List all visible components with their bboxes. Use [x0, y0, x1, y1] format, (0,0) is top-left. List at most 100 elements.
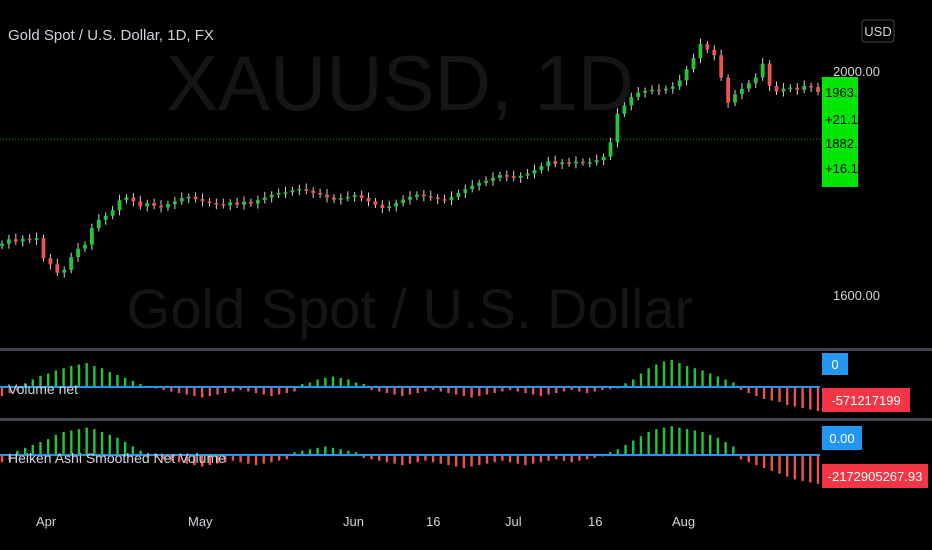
heiken-ashi-bar	[732, 446, 735, 455]
heiken-ashi-bar	[70, 430, 73, 455]
candle-body	[774, 85, 779, 92]
candle	[41, 234, 46, 262]
candle-body	[311, 190, 316, 193]
heiken-ashi-bar	[693, 430, 697, 455]
candle-body	[117, 200, 122, 211]
heiken-ashi-title[interactable]: Heiken Ashi Smoothed Net Volume	[8, 450, 226, 466]
volume-net-bar	[262, 387, 265, 395]
volume-net-bar	[316, 379, 319, 387]
heiken-ashi-bar	[501, 455, 504, 461]
heiken-ashi-bar	[100, 431, 104, 455]
volume-net-bar	[755, 387, 758, 396]
heiken-ashi-bar	[793, 455, 797, 480]
heiken-ashi-bar	[408, 455, 412, 464]
candle	[746, 79, 751, 93]
volume-net-bar	[624, 383, 627, 387]
volume-net-bar	[562, 387, 566, 392]
candle	[753, 73, 758, 89]
volume-net-bar	[100, 368, 104, 387]
volume-net-bar	[555, 387, 558, 393]
candle	[228, 199, 233, 211]
candle-body	[179, 197, 184, 202]
pane-separator-2[interactable]	[0, 418, 932, 421]
candle-body	[567, 162, 571, 164]
candle-body	[138, 201, 143, 207]
heiken-ashi-bar	[816, 455, 820, 484]
volume-net-bar	[193, 387, 196, 396]
pane-separator-1[interactable]	[0, 348, 932, 351]
heiken-ashi-bar	[632, 440, 635, 455]
volume-net-bar	[593, 387, 596, 392]
volume-net-bar	[16, 387, 19, 391]
volume-net-bar	[454, 387, 458, 395]
candle	[511, 170, 516, 182]
volume-net-bar	[277, 387, 281, 395]
candle-body	[55, 264, 60, 273]
time-label-may: May	[188, 514, 213, 529]
candle-body	[456, 192, 461, 197]
candle-body	[269, 194, 274, 198]
candle-body	[318, 192, 323, 195]
candle-body	[484, 180, 488, 183]
heiken-ashi-bar	[154, 455, 158, 458]
heiken-ashi-bar	[39, 442, 42, 455]
heiken-ashi-bar	[131, 446, 135, 455]
volume-net-bar	[393, 387, 396, 395]
candle	[663, 85, 668, 94]
heiken-ashi-bar	[285, 455, 289, 460]
candle-body	[615, 113, 620, 143]
heiken-ashi-bar	[685, 429, 689, 455]
volume-net-title[interactable]: Volume net	[8, 381, 78, 397]
candle	[380, 200, 385, 214]
candle-body	[574, 161, 578, 164]
candle	[242, 196, 246, 210]
candle	[387, 200, 392, 212]
candle-body	[601, 156, 606, 161]
last-price-change: +21.16%	[825, 112, 877, 127]
candle-body	[470, 185, 475, 190]
volume-net-bar	[786, 387, 789, 405]
candle-body	[753, 77, 758, 84]
heiken-ashi-bar	[85, 427, 88, 455]
candle	[650, 85, 654, 95]
volume-net-bar	[716, 376, 720, 387]
volume-net-bar	[285, 387, 289, 393]
volume-net-bar	[770, 387, 774, 401]
candle	[221, 198, 226, 209]
volume-net-bar	[816, 387, 820, 411]
candle	[0, 240, 4, 250]
time-axis[interactable]: Apr May Jun 16 Jul 16 Aug	[36, 514, 695, 529]
symbol-title[interactable]: Gold Spot / U.S. Dollar, 1D, FX	[8, 27, 214, 44]
candle	[145, 199, 150, 212]
heiken-ashi-bar	[177, 455, 181, 463]
price-axis-label-2000: 2000.00	[833, 64, 880, 79]
heiken-ashi-bar	[431, 455, 435, 463]
candle-body	[643, 90, 648, 93]
volume-net-bar	[231, 387, 235, 392]
heiken-ashi-bar	[393, 455, 396, 464]
candle	[283, 186, 288, 198]
candle	[504, 170, 509, 182]
candle-body	[83, 244, 87, 249]
candle-body	[338, 197, 343, 200]
heiken-ashi-bar	[801, 455, 804, 481]
currency-badge[interactable]	[861, 19, 895, 43]
candle	[657, 84, 661, 96]
candle-body	[816, 87, 820, 93]
volume-net-bar	[462, 387, 466, 396]
candle-body	[580, 161, 585, 164]
volume-net-bar	[747, 387, 750, 393]
candle	[345, 191, 350, 202]
candle-body	[96, 219, 101, 229]
heiken-ashi-bar	[562, 455, 566, 461]
candle	[332, 194, 336, 204]
heiken-ashi-bar	[23, 447, 27, 455]
candle-body	[124, 197, 129, 201]
candle	[34, 232, 39, 245]
candle-body	[172, 201, 177, 205]
volume-net-bar	[116, 375, 119, 387]
currency-label: USD	[864, 24, 891, 39]
candle	[96, 214, 101, 232]
candle	[214, 198, 219, 210]
